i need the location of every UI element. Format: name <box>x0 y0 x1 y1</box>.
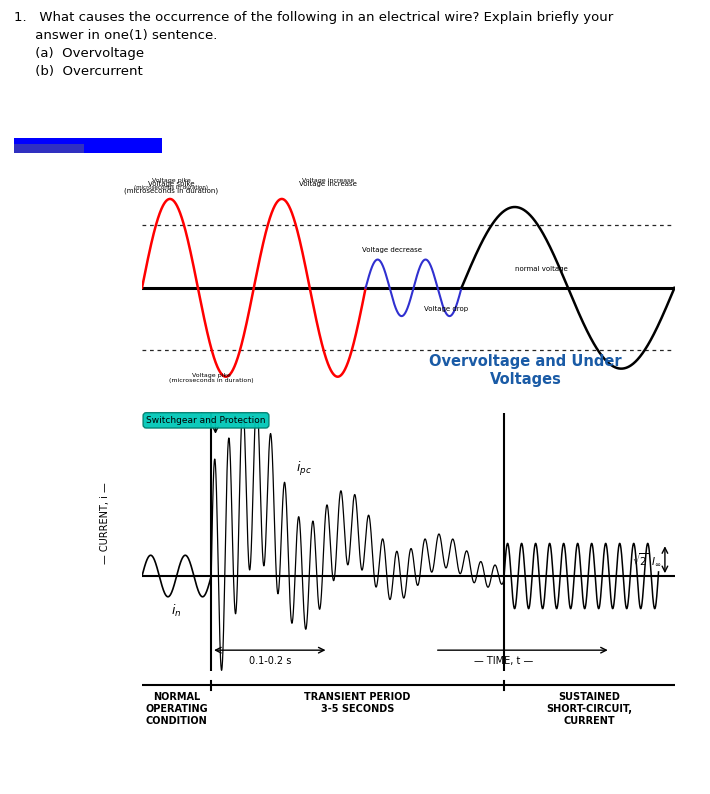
Text: TRANSIENT PERIOD
3-5 SECONDS: TRANSIENT PERIOD 3-5 SECONDS <box>305 692 411 714</box>
Text: $i_{pc}$: $i_{pc}$ <box>297 461 312 478</box>
Text: Voltage increase: Voltage increase <box>302 178 354 183</box>
Text: 1.   What causes the occurrence of the following in an electrical wire? Explain : 1. What causes the occurrence of the fol… <box>14 11 613 78</box>
Text: Voltage decrease: Voltage decrease <box>362 248 422 253</box>
Text: $i_{tp}$: $i_{tp}$ <box>198 411 212 430</box>
Text: — CURRENT, i —: — CURRENT, i — <box>99 482 110 564</box>
Bar <box>14 144 84 152</box>
Bar <box>14 137 162 152</box>
Text: Switchgear and Protection: Switchgear and Protection <box>146 416 266 425</box>
Text: Voltage pike
(microseconds in duration): Voltage pike (microseconds in duration) <box>169 372 253 384</box>
Text: Voltage increase: Voltage increase <box>300 181 357 187</box>
Text: Voltage drop: Voltage drop <box>425 306 469 312</box>
Text: Voltage spike
(microseconds in duration): Voltage spike (microseconds in duration) <box>124 181 219 195</box>
Text: $\sqrt{2}\ I_\infty$: $\sqrt{2}\ I_\infty$ <box>632 552 661 568</box>
Text: Overvoltage and Under
Voltages: Overvoltage and Under Voltages <box>429 354 622 387</box>
Text: Voltage pike: Voltage pike <box>152 178 191 183</box>
Text: (microseconds in duration): (microseconds in duration) <box>134 185 208 190</box>
Text: SUSTAINED
SHORT-CIRCUIT,
CURRENT: SUSTAINED SHORT-CIRCUIT, CURRENT <box>546 692 633 726</box>
Text: — TIME, t —: — TIME, t — <box>474 656 534 665</box>
Text: $i_n$: $i_n$ <box>171 603 182 619</box>
Text: 0.1-0.2 s: 0.1-0.2 s <box>248 656 291 665</box>
Text: NORMAL
OPERATING
CONDITION: NORMAL OPERATING CONDITION <box>146 692 208 726</box>
Text: normal voltage: normal voltage <box>515 266 568 272</box>
